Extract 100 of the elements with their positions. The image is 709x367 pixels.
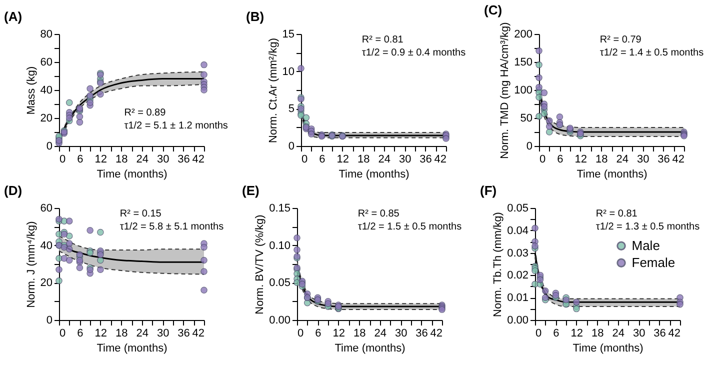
x-tick-label: 0 bbox=[60, 328, 66, 340]
chart-title: (E) bbox=[242, 183, 260, 198]
x-tick-label: 42 bbox=[668, 328, 680, 340]
x-tick-label: 18 bbox=[354, 328, 366, 340]
x-tick-label: 6 bbox=[315, 328, 322, 340]
x-tick-label: 30 bbox=[636, 154, 650, 166]
x-tick-label: 12 bbox=[570, 328, 584, 340]
y-tick-label: 0.00 bbox=[269, 314, 290, 326]
annotation: τ1/2 = 0.9 ± 0.4 months bbox=[362, 48, 466, 59]
x-tick-label: 30 bbox=[398, 154, 412, 166]
chart-title: (B) bbox=[246, 9, 264, 24]
y-axis-title: Norm. Ct.Ar (mm²/kg) bbox=[267, 38, 280, 144]
annotation: τ1/2 = 5.1 ± 1.2 months bbox=[124, 120, 228, 132]
x-axis-title: Time (months) bbox=[334, 342, 406, 354]
annotation: R² = 0.81 bbox=[596, 208, 638, 220]
x-tick-label: 24 bbox=[612, 328, 624, 340]
x-tick-label: 0 bbox=[298, 328, 304, 340]
annotation: τ1/2 = 5.8 ± 5.1 months bbox=[120, 222, 224, 233]
x-tick-label: 42 bbox=[192, 154, 204, 166]
y-tick-label: 0 bbox=[526, 140, 532, 152]
x-tick-label: 12 bbox=[94, 154, 108, 166]
y-tick-label: 0.00 bbox=[507, 314, 528, 326]
y-axis-title: Norm. BV/TV (%/kg) bbox=[254, 214, 266, 314]
y-tick-label: 60 bbox=[40, 56, 52, 68]
chart-title: (D) bbox=[4, 183, 22, 198]
y-tick-label: 50 bbox=[520, 112, 532, 124]
y-tick-label: 150 bbox=[514, 56, 532, 68]
chart-title: (F) bbox=[480, 183, 497, 198]
y-tick-label: 80 bbox=[40, 28, 52, 40]
x-tick-label: 42 bbox=[672, 154, 684, 166]
y-tick-label: 0.10 bbox=[269, 240, 290, 252]
x-tick-label: 0 bbox=[302, 154, 308, 166]
y-tick-label: 0.01 bbox=[507, 292, 528, 304]
x-tick-label: 30 bbox=[156, 154, 170, 166]
annotation: R² = 0.15 bbox=[120, 208, 162, 220]
x-tick-label: 12 bbox=[336, 154, 350, 166]
x-tick-label: 18 bbox=[358, 154, 370, 166]
annotation: τ1/2 = 1.5 ± 0.5 months bbox=[358, 222, 462, 233]
chart-title: (C) bbox=[484, 2, 502, 18]
x-axis-title: Time (months) bbox=[338, 168, 410, 180]
x-tick-label: 24 bbox=[616, 154, 628, 166]
x-tick-label: 18 bbox=[592, 328, 604, 340]
annotation: R² = 0.81 bbox=[362, 34, 404, 46]
x-tick-label: 6 bbox=[553, 328, 560, 340]
y-tick-label: 0.03 bbox=[507, 247, 528, 260]
x-tick-label: 36 bbox=[178, 328, 190, 340]
annotation: R² = 0.79 bbox=[600, 34, 642, 46]
x-tick-label: 0 bbox=[536, 328, 542, 340]
y-tick-label: 0.05 bbox=[507, 202, 528, 214]
chart-title: (A) bbox=[4, 9, 22, 24]
y-axis-title: Norm. Tb.Th (mm/kg) bbox=[492, 212, 504, 317]
annotation: τ1/2 = 1.3 ± 0.5 months bbox=[596, 222, 700, 233]
x-tick-label: 0 bbox=[60, 154, 66, 166]
x-tick-label: 24 bbox=[374, 328, 386, 340]
x-axis-title: Time (months) bbox=[96, 168, 168, 180]
y-tick-label: 0 bbox=[288, 140, 294, 152]
y-tick-label: 40 bbox=[40, 240, 52, 252]
x-tick-label: 0 bbox=[540, 154, 546, 166]
y-tick-label: 20 bbox=[40, 277, 52, 290]
x-tick-label: 30 bbox=[632, 328, 646, 340]
y-tick-label: 15 bbox=[282, 28, 294, 40]
annotation: τ1/2 = 1.4 ± 0.5 months bbox=[600, 48, 704, 59]
x-tick-label: 24 bbox=[136, 154, 148, 166]
x-tick-label: 36 bbox=[416, 328, 428, 340]
y-tick-label: 0.15 bbox=[269, 202, 290, 214]
x-tick-label: 6 bbox=[319, 154, 326, 166]
x-tick-label: 18 bbox=[116, 154, 128, 166]
x-tick-label: 42 bbox=[192, 328, 204, 340]
y-tick-label: 20 bbox=[40, 112, 52, 124]
x-tick-label: 36 bbox=[178, 154, 190, 166]
x-tick-label: 12 bbox=[94, 328, 108, 340]
y-tick-label: 0.04 bbox=[507, 224, 528, 237]
x-tick-label: 18 bbox=[116, 328, 128, 340]
y-tick-label: 60 bbox=[40, 202, 52, 214]
x-axis-title: Time (months) bbox=[96, 342, 168, 354]
x-tick-label: 12 bbox=[574, 154, 588, 166]
y-tick-label: 0 bbox=[46, 314, 52, 326]
y-axis-title: Norm. J (mm⁴/kg) bbox=[25, 221, 38, 308]
x-tick-label: 24 bbox=[378, 154, 390, 166]
x-tick-label: 12 bbox=[332, 328, 346, 340]
x-axis-title: Time (months) bbox=[572, 342, 644, 354]
x-tick-label: 24 bbox=[136, 328, 148, 340]
legend-label: Male bbox=[632, 238, 660, 253]
x-axis-title: Time (months) bbox=[576, 168, 648, 180]
y-tick-label: 5 bbox=[288, 103, 294, 116]
y-tick-label: 40 bbox=[40, 84, 52, 96]
x-tick-label: 36 bbox=[658, 154, 670, 166]
y-axis-title: Norm. TMD (mg HA/cm³/kg) bbox=[499, 22, 512, 159]
x-tick-label: 30 bbox=[394, 328, 408, 340]
x-tick-label: 30 bbox=[156, 328, 170, 340]
y-tick-label: 10 bbox=[282, 66, 294, 78]
x-tick-label: 6 bbox=[77, 328, 84, 340]
legend-label: Female bbox=[632, 254, 676, 270]
y-tick-label: 100 bbox=[514, 84, 532, 96]
x-tick-label: 36 bbox=[654, 328, 666, 340]
x-tick-label: 6 bbox=[77, 154, 84, 166]
y-tick-label: 0.05 bbox=[269, 277, 290, 290]
x-tick-label: 18 bbox=[596, 154, 608, 166]
y-axis-title: Mass (kg) bbox=[25, 66, 38, 115]
annotation: R² = 0.89 bbox=[124, 107, 166, 118]
